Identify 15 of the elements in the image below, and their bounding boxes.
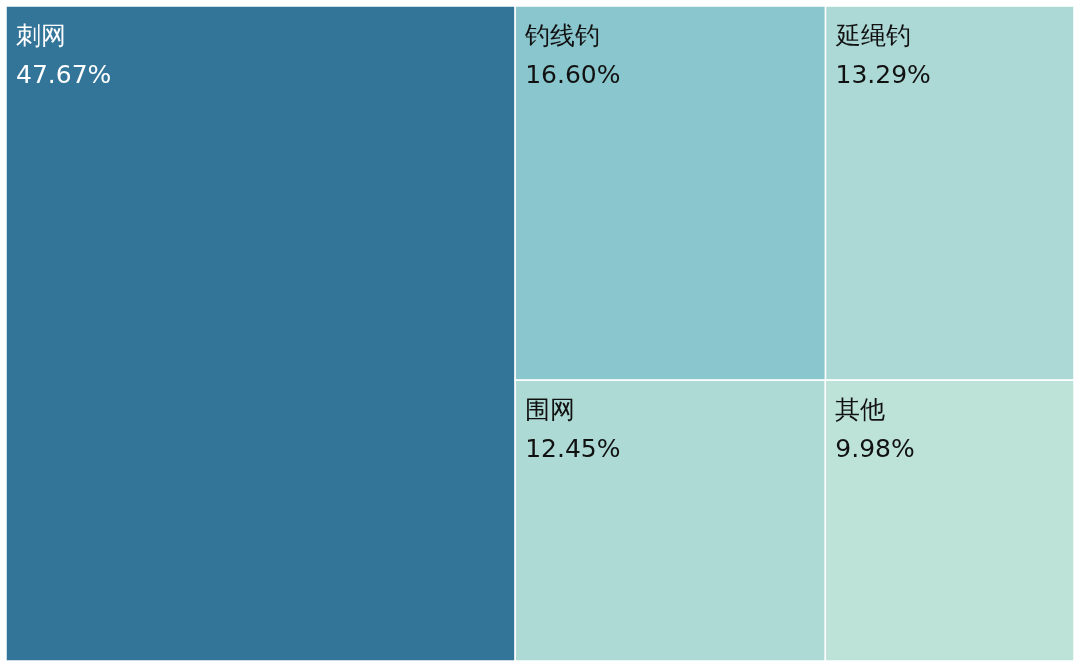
category-label: 刺网: [16, 21, 66, 50]
cell: 钓线钓 16.60%: [514, 5, 827, 381]
category-label: 其他: [835, 395, 886, 425]
category-label: 钓线钓: [524, 21, 601, 50]
data-label: 13.29%: [835, 60, 931, 89]
cell: 其他 9.98%: [824, 379, 1075, 662]
category-label: 延绳钓: [834, 21, 911, 50]
cell: 刺网 47.67%: [5, 5, 516, 662]
data-label: 9.98%: [835, 434, 915, 464]
data-label: 47.67%: [16, 60, 112, 89]
data-label: 16.60%: [525, 60, 621, 89]
cell: 围网 12.45%: [514, 379, 827, 662]
cell: 延绳钓 13.29%: [824, 5, 1075, 381]
category-label: 围网: [525, 395, 576, 425]
data-label: 12.45%: [525, 434, 621, 464]
